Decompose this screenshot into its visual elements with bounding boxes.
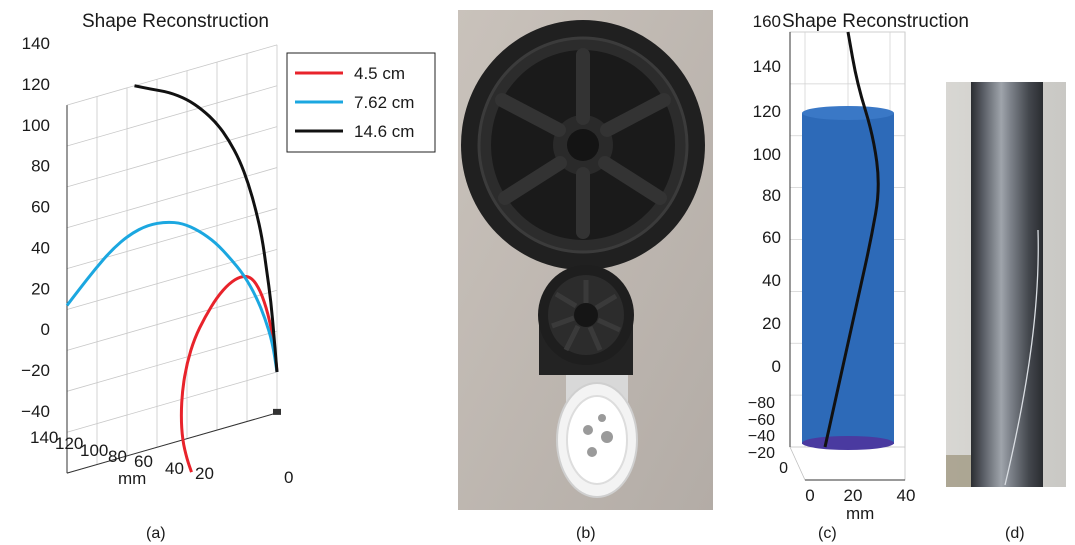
z-tick-label: −20 (21, 361, 50, 380)
legend-label: 14.6 cm (354, 122, 414, 141)
y-tick-label: −40 (748, 428, 775, 445)
panel-a-x-axis-label: mm (118, 469, 146, 488)
z-tick-label: −40 (21, 402, 50, 421)
x-axis-line (66, 412, 278, 474)
cylinder-body (802, 113, 894, 444)
z-tick-label: 40 (762, 271, 781, 290)
z-tick-label: 20 (762, 314, 781, 333)
grid-line-z (66, 248, 278, 310)
panel-a-title: Shape Reconstruction (82, 11, 269, 32)
panel-c-chart: Shape Reconstruction 160 140 120 100 80 60 40 2… (748, 11, 969, 523)
z-tick-label: 140 (753, 57, 781, 76)
x-tick-label: 100 (80, 441, 108, 460)
y-tick-label: 0 (779, 460, 788, 477)
panel-a-axes (66, 105, 281, 474)
cylinder-top (802, 106, 894, 120)
x-tick-label: 20 (195, 464, 214, 483)
grid-line-z (66, 85, 278, 147)
y-tick-label: −80 (748, 395, 775, 412)
panel-c-title: Shape Reconstruction (782, 11, 969, 32)
panel-a-z-tick-labels: 140 120 100 80 60 40 20 0 −20 −40 (21, 34, 50, 421)
z-tick-label: 60 (31, 198, 50, 217)
z-tick-label: 20 (31, 279, 50, 298)
grid-line-z (66, 371, 278, 433)
panel-c-x-axis-label: mm (846, 504, 874, 523)
fiber-on-rod (1004, 229, 1039, 486)
x-tick-label: 120 (55, 434, 83, 453)
z-tick-label: 120 (753, 102, 781, 121)
grid-line-z (66, 44, 278, 106)
x-tick-label: 20 (844, 486, 863, 505)
x-tick-label: 40 (897, 486, 916, 505)
grid-line-z (66, 126, 278, 188)
grid-line-z (66, 289, 278, 351)
z-tick-label: 140 (22, 34, 50, 53)
series-line-7_62-cm (65, 220, 279, 373)
axis-corner (273, 408, 281, 415)
panel-a-chart: Shape Reconstruction 140120100806040200−… (21, 11, 436, 488)
series-line-4_5-cm (179, 274, 279, 473)
panel-c-series (823, 31, 880, 448)
grid-line-z (66, 167, 278, 229)
panel-c-cylinder (802, 106, 894, 450)
small-spool-image (556, 375, 638, 498)
helix-series-line (823, 31, 880, 448)
z-tick-label: 0 (41, 320, 50, 339)
x-tick-label: 0 (284, 468, 293, 487)
z-tick-label: 0 (772, 357, 781, 376)
cylinder-bottom (802, 436, 894, 450)
y-tick-label: −60 (748, 412, 775, 429)
x-tick-label: 40 (165, 459, 184, 478)
grid-line-z (66, 208, 278, 270)
panel-a-series (65, 84, 279, 473)
z-tick-label: 120 (22, 75, 50, 94)
x-tick-label: 0 (805, 486, 814, 505)
z-tick-label: 60 (762, 228, 781, 247)
panel-label-d: (d) (1005, 525, 1025, 542)
panel-c-z-tick-labels: 160 140 120 100 80 60 40 20 0 (753, 12, 781, 376)
legend-label: 4.5 cm (354, 64, 405, 83)
y-tick-label: −20 (748, 445, 775, 462)
panel-label-b: (b) (576, 525, 596, 542)
z-tick-label: 160 (753, 12, 781, 31)
x-tick-label: 140 (30, 428, 58, 447)
panel-d-photo (946, 82, 1066, 487)
medium-spool-image (538, 265, 634, 375)
panel-label-c: (c) (818, 525, 837, 542)
grid-line-z (66, 330, 278, 392)
series-line-14_6-cm (134, 84, 279, 373)
rod-image (971, 82, 1043, 487)
panel-c-y-tick-labels: −80−60−40−200 (748, 395, 788, 477)
panel-c-x-tick-labels: 0 20 40 (805, 486, 915, 505)
z-tick-label: 100 (22, 116, 50, 135)
panel-a-grid (66, 44, 278, 474)
x-tick-label: 80 (108, 447, 127, 466)
z-tick-label: 80 (31, 157, 50, 176)
large-spool-image (461, 20, 705, 270)
panel-b-photo (458, 10, 713, 510)
z-tick-label: 40 (31, 238, 50, 257)
z-tick-label: 80 (762, 186, 781, 205)
panel-a-legend: 4.5 cm 7.62 cm 14.6 cm (286, 52, 436, 153)
floor-grid (789, 446, 906, 481)
z-tick-label: 100 (753, 145, 781, 164)
legend-label: 7.62 cm (354, 93, 414, 112)
panel-label-a: (a) (146, 525, 166, 542)
x-tick-label: 60 (134, 452, 153, 471)
